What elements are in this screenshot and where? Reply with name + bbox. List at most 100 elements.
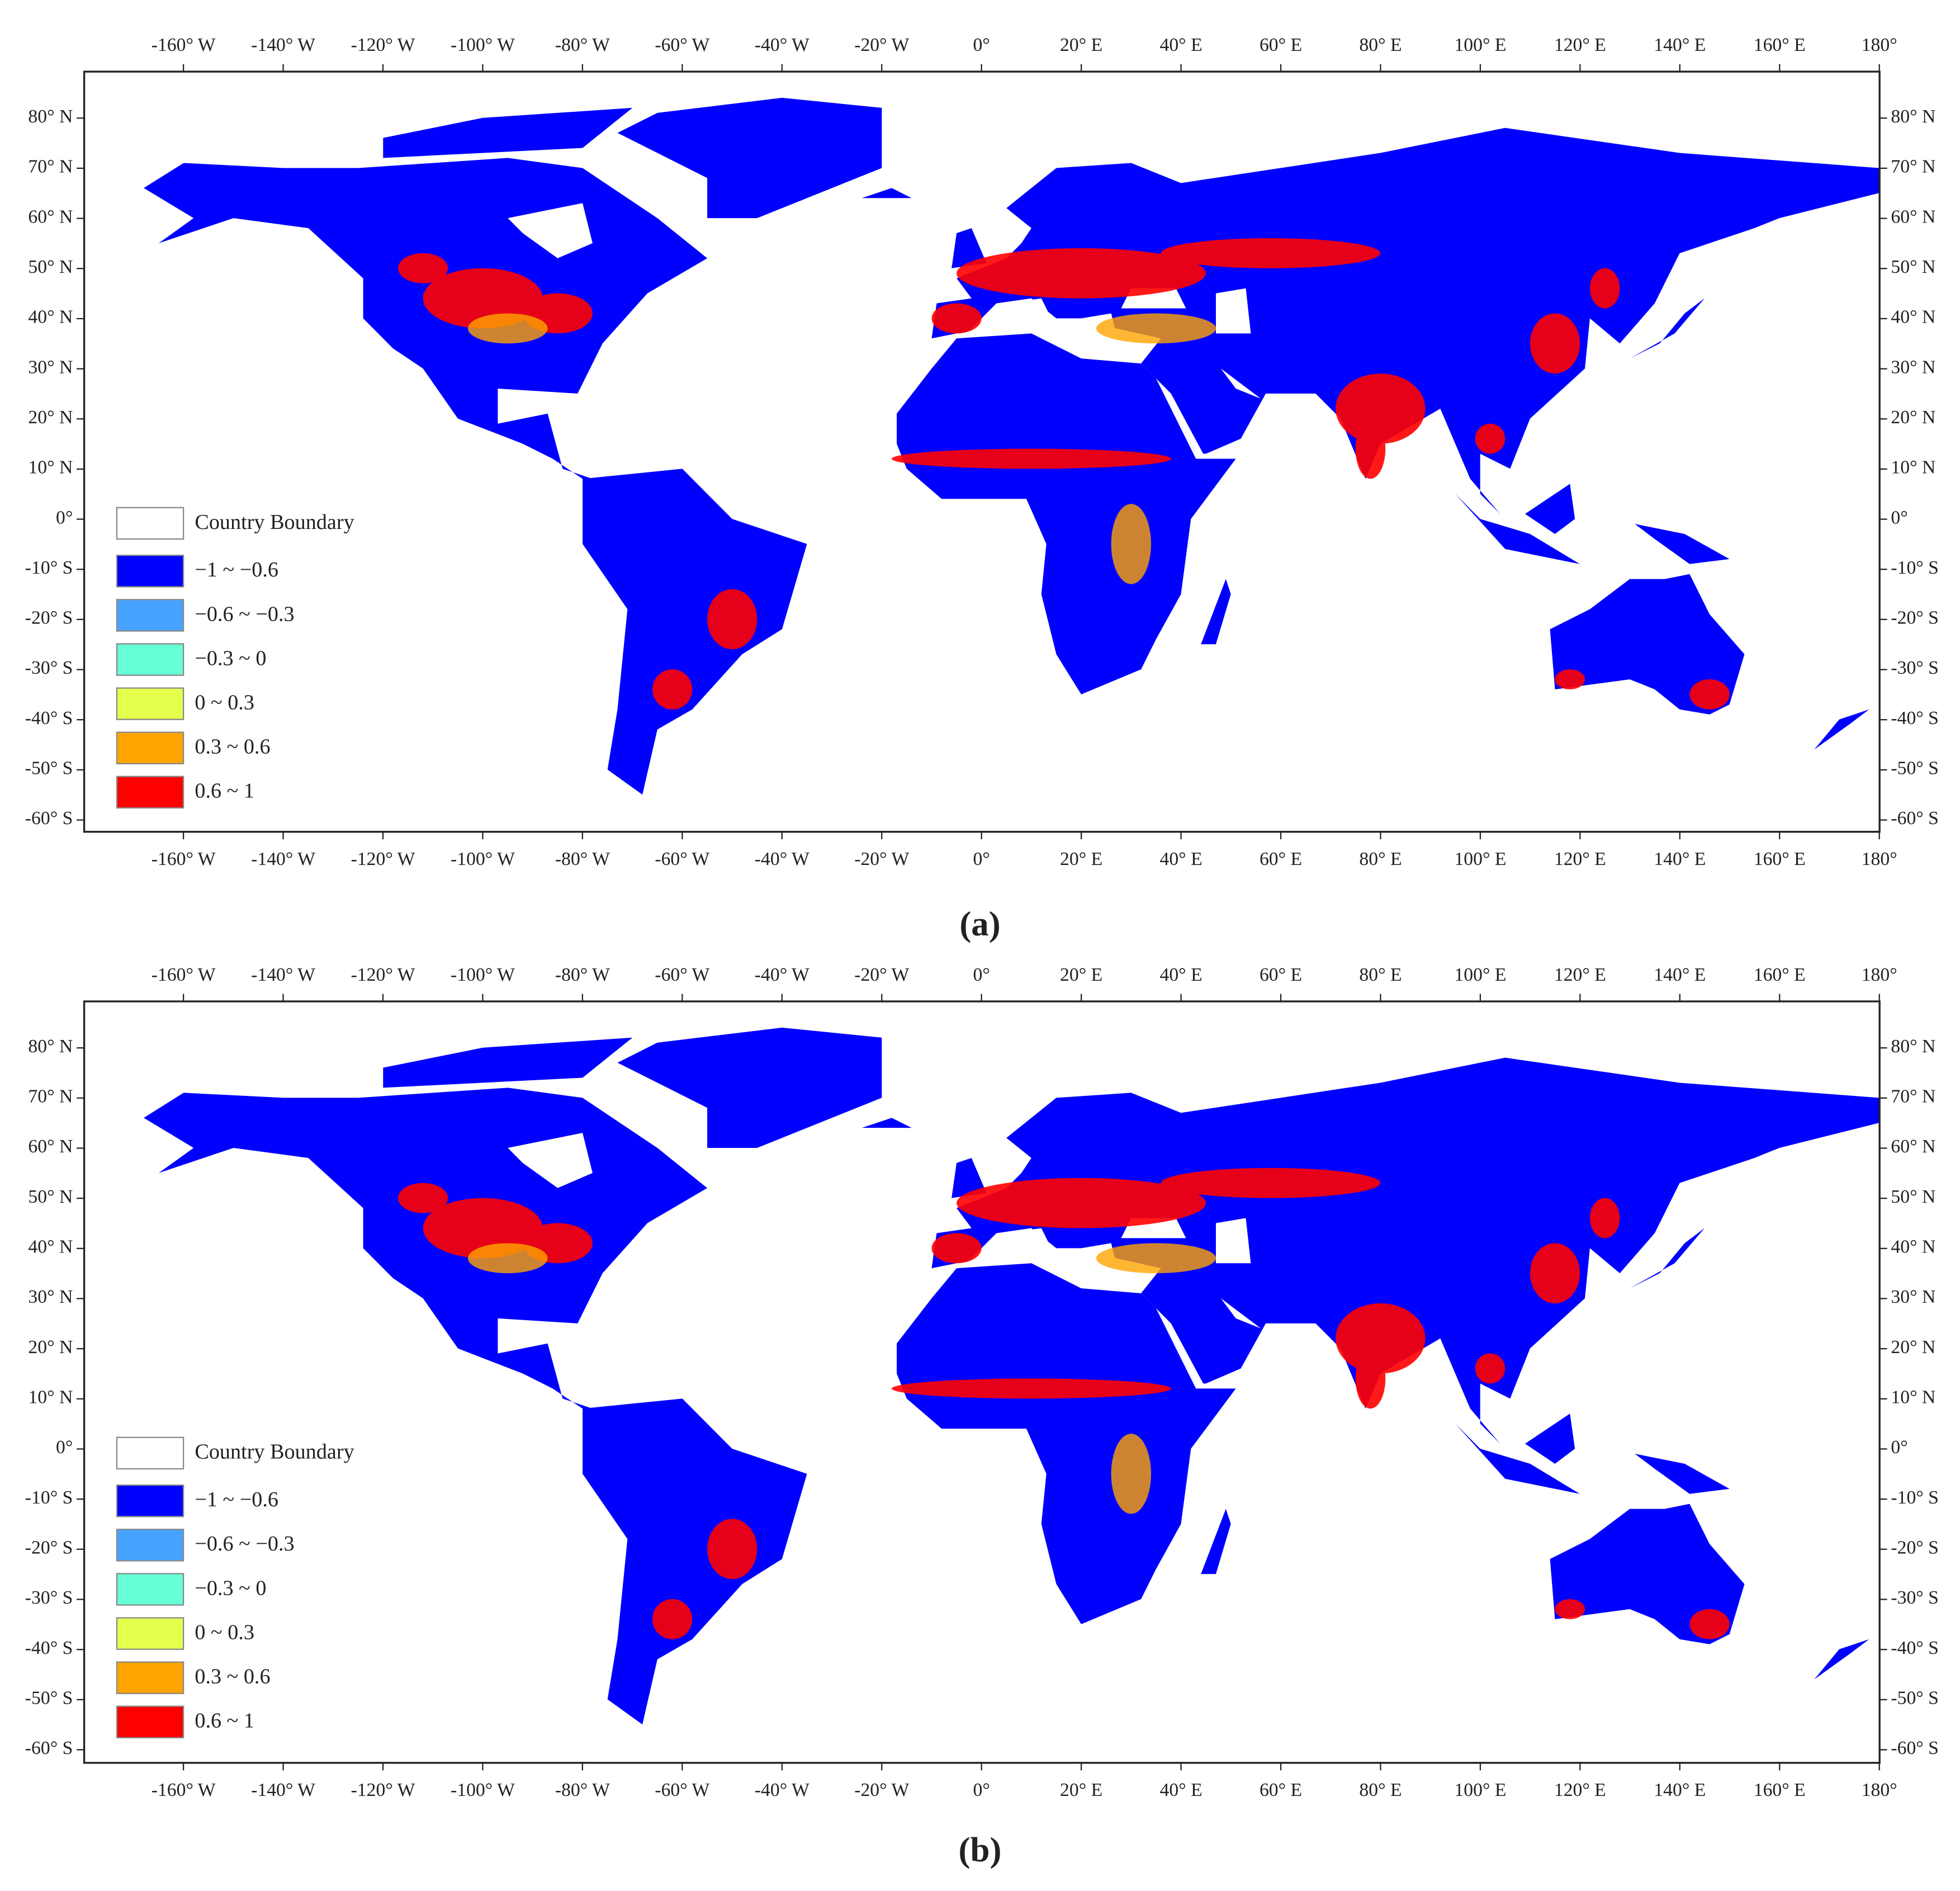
latitude-label: 70° N: [28, 157, 73, 177]
longitude-label: 80° E: [1359, 849, 1402, 869]
longitude-label: 160° E: [1754, 1780, 1806, 1800]
longitude-label: -100° W: [451, 849, 515, 869]
legend-label: −0.3 ~ 0: [195, 646, 266, 670]
longitude-label: 120° E: [1554, 965, 1606, 985]
longitude-label: -20° W: [854, 1780, 909, 1800]
legend-swatch: [116, 507, 184, 540]
legend-swatch: [116, 555, 184, 588]
panel-label: (b): [959, 1830, 1002, 1869]
longitude-label: -80° W: [555, 849, 610, 869]
latitude-label: 60° N: [28, 206, 73, 227]
latitude-label: 70° N: [1891, 1086, 1935, 1107]
longitude-label: 100° E: [1454, 1780, 1506, 1800]
legend-swatch: [116, 1661, 184, 1694]
latitude-label: 30° N: [1891, 1287, 1935, 1307]
latitude-label: 60° N: [28, 1136, 73, 1157]
longitude-label: -40° W: [755, 965, 809, 985]
longitude-label: 60° E: [1260, 965, 1302, 985]
longitude-label: -20° W: [854, 35, 909, 55]
latitude-label: 30° N: [28, 1287, 73, 1307]
latitude-label: 0°: [56, 1437, 73, 1458]
latitude-label: 10° N: [28, 1387, 73, 1408]
longitude-label: 40° E: [1160, 1780, 1202, 1800]
longitude-label: -140° W: [251, 849, 315, 869]
legend-swatch: [116, 643, 184, 676]
legend-label: −1 ~ −0.6: [195, 558, 278, 582]
longitude-label: -40° W: [755, 35, 809, 55]
longitude-label: -120° W: [351, 965, 415, 985]
longitude-label: -120° W: [351, 1780, 415, 1800]
latitude-label: -60° S: [25, 1738, 73, 1758]
latitude-label: -20° S: [25, 608, 73, 628]
longitude-label: -160° W: [152, 1780, 216, 1800]
latitude-label: 0°: [56, 507, 73, 528]
longitude-label: -80° W: [555, 1780, 610, 1800]
latitude-label: 80° N: [28, 1036, 73, 1057]
latitude-label: 20° N: [1891, 1337, 1935, 1358]
longitude-label: 80° E: [1359, 35, 1402, 55]
longitude-label: 60° E: [1260, 849, 1302, 869]
longitude-label: 40° E: [1160, 965, 1202, 985]
latitude-label: 0°: [1891, 1437, 1907, 1458]
longitude-label: -40° W: [755, 849, 809, 869]
latitude-label: -10° S: [25, 557, 73, 578]
legend-label: −0.6 ~ −0.3: [195, 602, 294, 626]
latitude-label: 80° N: [1891, 106, 1935, 127]
latitude-label: 30° N: [1891, 357, 1935, 377]
latitude-label: 10° N: [1891, 1387, 1935, 1408]
legend-label: −0.6 ~ −0.3: [195, 1532, 294, 1556]
latitude-label: -50° S: [25, 1687, 73, 1708]
longitude-label: 20° E: [1060, 965, 1102, 985]
legend-label: −1 ~ −0.6: [195, 1488, 278, 1511]
legend-label: 0.3 ~ 0.6: [195, 735, 270, 759]
latitude-label: 10° N: [1891, 457, 1935, 478]
latitude-label: 50° N: [28, 1186, 73, 1207]
longitude-label: 180°: [1862, 965, 1897, 985]
map: [144, 1027, 1879, 1725]
longitude-label: -100° W: [451, 35, 515, 55]
legend-swatch: [116, 776, 184, 809]
latitude-label: -30° S: [1891, 658, 1939, 678]
latitude-label: 50° N: [1891, 257, 1935, 277]
longitude-label: 0°: [973, 1780, 990, 1800]
legend-label: 0.3 ~ 0.6: [195, 1665, 270, 1689]
longitude-label: -80° W: [555, 965, 610, 985]
longitude-label: -100° W: [451, 1780, 515, 1800]
longitude-label: 160° E: [1754, 35, 1806, 55]
longitude-label: 140° E: [1654, 1780, 1706, 1800]
longitude-label: 40° E: [1160, 849, 1202, 869]
longitude-label: 0°: [973, 965, 990, 985]
longitude-label: -40° W: [755, 1780, 809, 1800]
longitude-label: 120° E: [1554, 849, 1606, 869]
latitude-label: -20° S: [1891, 608, 1939, 628]
map-area: [144, 1027, 1879, 1725]
longitude-label: -140° W: [251, 965, 315, 985]
latitude-label: -40° S: [25, 708, 73, 729]
latitude-label: 40° N: [1891, 1237, 1935, 1257]
longitude-label: 20° E: [1060, 849, 1102, 869]
longitude-label: -160° W: [152, 35, 216, 55]
longitude-label: -20° W: [854, 965, 909, 985]
longitude-label: 100° E: [1454, 849, 1506, 869]
latitude-label: -30° S: [25, 658, 73, 678]
longitude-label: -120° W: [351, 849, 415, 869]
longitude-label: 120° E: [1554, 35, 1606, 55]
longitude-label: -60° W: [655, 1780, 709, 1800]
latitude-label: 70° N: [28, 1086, 73, 1107]
longitude-label: -60° W: [655, 965, 709, 985]
latitude-label: 40° N: [28, 1237, 73, 1257]
longitude-label: -100° W: [451, 965, 515, 985]
longitude-label: 60° E: [1260, 35, 1302, 55]
longitude-label: 140° E: [1654, 965, 1706, 985]
latitude-label: 40° N: [28, 307, 73, 328]
latitude-label: -10° S: [1891, 1487, 1939, 1508]
map: [144, 97, 1879, 795]
longitude-label: -60° W: [655, 35, 709, 55]
legend-label: Country Boundary: [195, 1440, 354, 1464]
legend-swatch: [116, 1436, 184, 1470]
latitude-label: -40° S: [1891, 1638, 1939, 1658]
longitude-label: 120° E: [1554, 1780, 1606, 1800]
longitude-label: -140° W: [251, 35, 315, 55]
longitude-label: 20° E: [1060, 35, 1102, 55]
latitude-label: -40° S: [1891, 708, 1939, 729]
